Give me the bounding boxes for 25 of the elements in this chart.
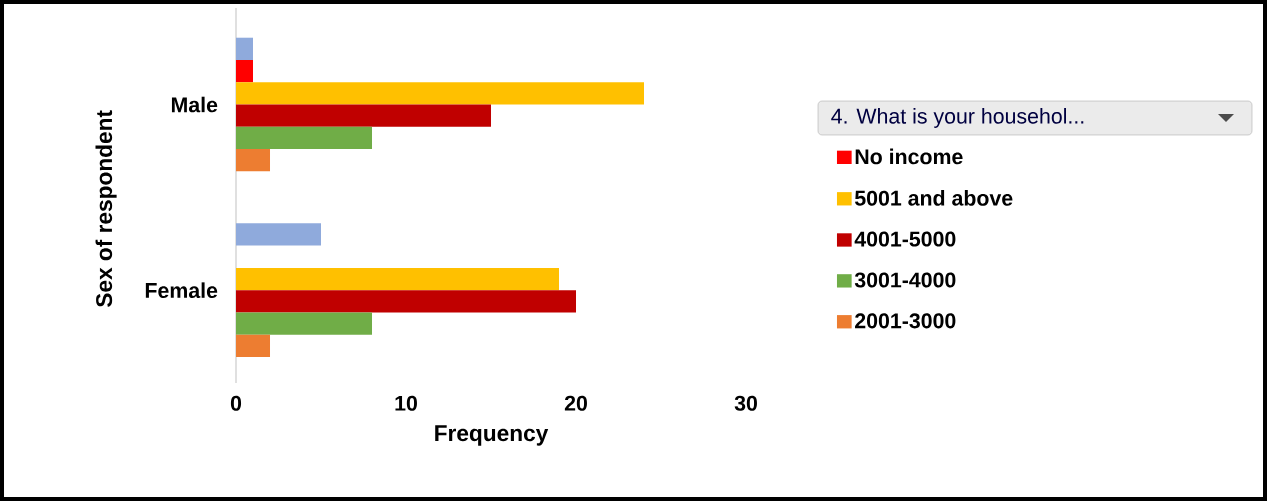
bar: [236, 223, 321, 246]
x-tick-label: 10: [395, 395, 417, 411]
y-axis-title: Sex of respondent: [95, 110, 117, 308]
bar: [236, 37, 254, 60]
bar: [236, 312, 373, 335]
y-tick-label: Male: [171, 96, 218, 113]
bar: [236, 104, 492, 127]
bar: [236, 290, 577, 313]
bar: [236, 126, 373, 150]
bar: [236, 82, 644, 105]
bar: [236, 267, 560, 291]
x-tick-label: 0: [230, 395, 242, 411]
bar: [236, 59, 254, 83]
bar: [236, 149, 271, 172]
legend-label: 2001-3000: [855, 313, 956, 329]
legend-label: 3001-4000: [854, 272, 956, 288]
x-tick-label: 30: [734, 395, 757, 411]
legend-label: No income: [855, 148, 963, 165]
legend-label: 5001 and above: [854, 190, 1013, 206]
bar: [236, 334, 271, 358]
legend-title: 4. What is your househol...: [831, 108, 1084, 128]
x-tick-label: 20: [564, 395, 587, 411]
y-tick-label: Female: [145, 282, 218, 299]
legend-label: 4001-5000: [854, 231, 956, 247]
x-axis-title: Frequency: [435, 425, 549, 446]
